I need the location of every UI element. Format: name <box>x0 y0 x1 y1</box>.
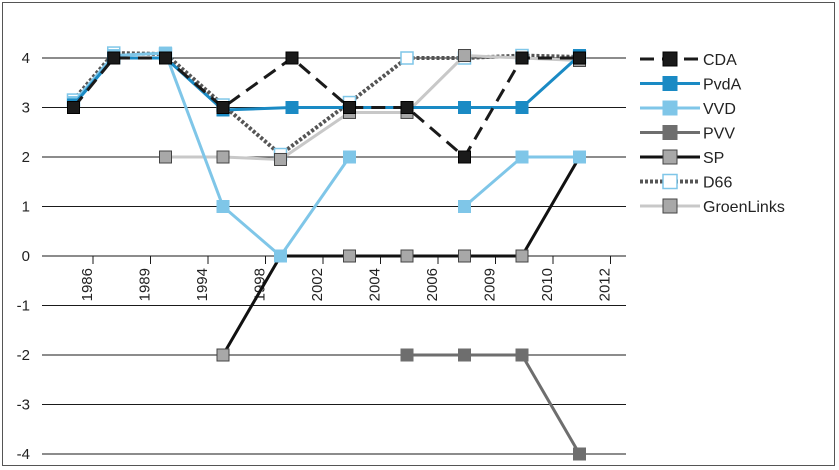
data-point <box>285 51 299 65</box>
x-axis-ticks: 1986 1989 1994 1998 2002 2004 2006 2009 2010 2012 <box>79 256 614 301</box>
data-point <box>400 348 414 362</box>
y-tick-label: 1 <box>22 199 30 216</box>
data-point <box>573 150 586 164</box>
x-tick-label: 2002 <box>309 268 326 301</box>
data-point <box>159 150 172 164</box>
data-point <box>216 101 230 114</box>
x-tick-label: 2012 <box>597 268 614 301</box>
y-tick-label: -3 <box>17 397 30 414</box>
data-point <box>515 101 529 114</box>
data-point <box>67 101 80 114</box>
legend-marker <box>662 100 678 116</box>
series-line <box>72 54 581 112</box>
legend-item-pvda: PvdA <box>640 76 742 94</box>
legend-label: GroenLinks <box>703 199 785 216</box>
data-point <box>458 101 471 114</box>
data-point <box>458 49 471 63</box>
legend-item-vvd: VVD <box>640 100 736 118</box>
data-point <box>343 150 356 164</box>
data-point <box>573 51 586 65</box>
data-point <box>343 249 356 263</box>
data-point <box>159 51 172 65</box>
y-tick-label: 2 <box>22 149 30 166</box>
x-tick-label: 1986 <box>79 268 96 301</box>
legend-item-groenlinks: GroenLinks <box>640 198 785 216</box>
data-point <box>285 101 299 114</box>
data-point <box>458 348 471 362</box>
legend-marker <box>662 198 678 214</box>
legend-label: PVV <box>703 126 735 143</box>
legend-marker <box>662 149 678 165</box>
x-tick-label: 2009 <box>482 268 499 301</box>
y-tick-label: -2 <box>17 347 30 364</box>
data-point <box>400 249 414 263</box>
y-tick-label: -1 <box>17 298 30 315</box>
series-line <box>71 51 580 158</box>
legend: CDA PvdA VVD PVV SP D66 GroenLinks <box>640 51 785 216</box>
legend-item-pvv: PVV <box>640 125 735 143</box>
data-point <box>343 101 356 114</box>
series-lines <box>66 46 587 461</box>
x-tick-label: 2004 <box>367 268 384 301</box>
series-d66 <box>66 46 587 162</box>
data-point <box>515 249 529 263</box>
y-axis-ticks: 4 3 2 1 0 -1 -2 -3 -4 <box>17 50 30 463</box>
legend-label: VVD <box>703 101 736 118</box>
series-line <box>72 51 351 259</box>
data-point <box>216 200 230 213</box>
legend-label: D66 <box>703 175 732 192</box>
legend-marker <box>662 76 678 91</box>
series-cda <box>67 51 586 164</box>
x-tick-label: 2010 <box>539 268 556 301</box>
data-point <box>216 150 230 164</box>
data-point <box>458 200 471 213</box>
legend-label: PvdA <box>703 77 742 94</box>
data-point <box>458 249 471 263</box>
data-point <box>458 150 471 164</box>
y-tick-label: -4 <box>17 446 30 463</box>
y-tick-label: 4 <box>22 50 30 67</box>
data-point <box>400 51 414 65</box>
y-tick-label: 0 <box>22 248 30 265</box>
data-point <box>515 348 529 362</box>
x-tick-label: 2006 <box>424 268 441 301</box>
x-tick-label: 1998 <box>252 268 269 301</box>
series-line <box>407 353 581 455</box>
data-point <box>274 249 287 263</box>
legend-marker <box>662 125 678 140</box>
series-line <box>72 56 580 160</box>
legend-item-cda: CDA <box>640 51 737 69</box>
data-point <box>216 348 230 362</box>
legend-marker <box>662 51 678 67</box>
data-point <box>515 51 529 65</box>
x-tick-label: 1994 <box>194 268 211 301</box>
legend-label: SP <box>703 150 724 167</box>
legend-item-sp: SP <box>640 149 724 167</box>
data-point <box>274 152 287 166</box>
legend-marker <box>662 173 678 190</box>
series-line <box>165 53 580 161</box>
y-tick-label: 3 <box>22 100 30 117</box>
series-pvv <box>400 348 586 461</box>
data-point <box>107 51 121 65</box>
series-line <box>463 155 580 208</box>
data-point <box>400 101 414 114</box>
legend-item-d66: D66 <box>640 173 732 192</box>
x-tick-label: 1989 <box>137 268 154 301</box>
data-point <box>515 150 529 164</box>
series-vvd <box>67 46 586 263</box>
legend-label: CDA <box>703 52 737 69</box>
data-point <box>573 447 586 461</box>
